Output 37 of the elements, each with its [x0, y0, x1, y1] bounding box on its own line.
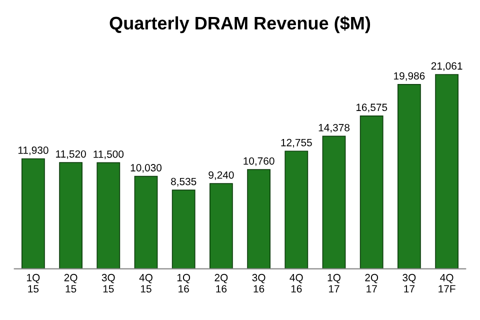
- data-label: 14,378: [318, 124, 350, 133]
- bar: [22, 158, 45, 269]
- x-tick-label: 2Q 16: [214, 274, 228, 293]
- bar: [322, 136, 346, 269]
- x-tick-label: 4Q 15: [139, 274, 152, 293]
- x-tick-label: 1Q 16: [177, 274, 190, 293]
- chart-title: Quarterly DRAM Revenue ($M): [110, 16, 370, 34]
- bar: [435, 74, 458, 269]
- x-tick-label: 3Q 17: [402, 274, 416, 292]
- data-label: 11,930: [18, 146, 48, 156]
- bar: [172, 190, 196, 269]
- x-tick-label: 4Q 17F: [438, 274, 456, 292]
- data-label: 11,500: [94, 150, 124, 160]
- bar: [59, 162, 82, 269]
- data-label: 16,575: [356, 104, 388, 112]
- data-label: 8,535: [171, 178, 196, 186]
- x-tick-label: 2Q 17: [365, 274, 378, 292]
- x-tick-label: 2Q 15: [64, 274, 78, 293]
- x-tick-label: 4Q 16: [290, 274, 303, 293]
- data-label: 11,520: [56, 150, 86, 159]
- data-label: 19,986: [394, 72, 425, 81]
- bar: [360, 115, 384, 269]
- data-label: 10,760: [244, 157, 274, 166]
- bar: [398, 84, 421, 269]
- bar: [96, 162, 120, 269]
- data-label: 21,061: [431, 62, 462, 71]
- x-tick-label: 1Q 17: [328, 274, 340, 292]
- x-tick-label: 1Q 15: [27, 274, 40, 293]
- data-label: 12,755: [281, 138, 312, 148]
- bar: [247, 169, 270, 269]
- data-label: 9,240: [208, 171, 234, 180]
- x-tick-label: 3Q 15: [102, 274, 115, 293]
- data-label: 10,030: [130, 164, 162, 173]
- x-tick-label: 3Q 16: [252, 274, 266, 293]
- bar: [134, 176, 158, 269]
- bar: [284, 150, 308, 269]
- bar: [210, 183, 233, 269]
